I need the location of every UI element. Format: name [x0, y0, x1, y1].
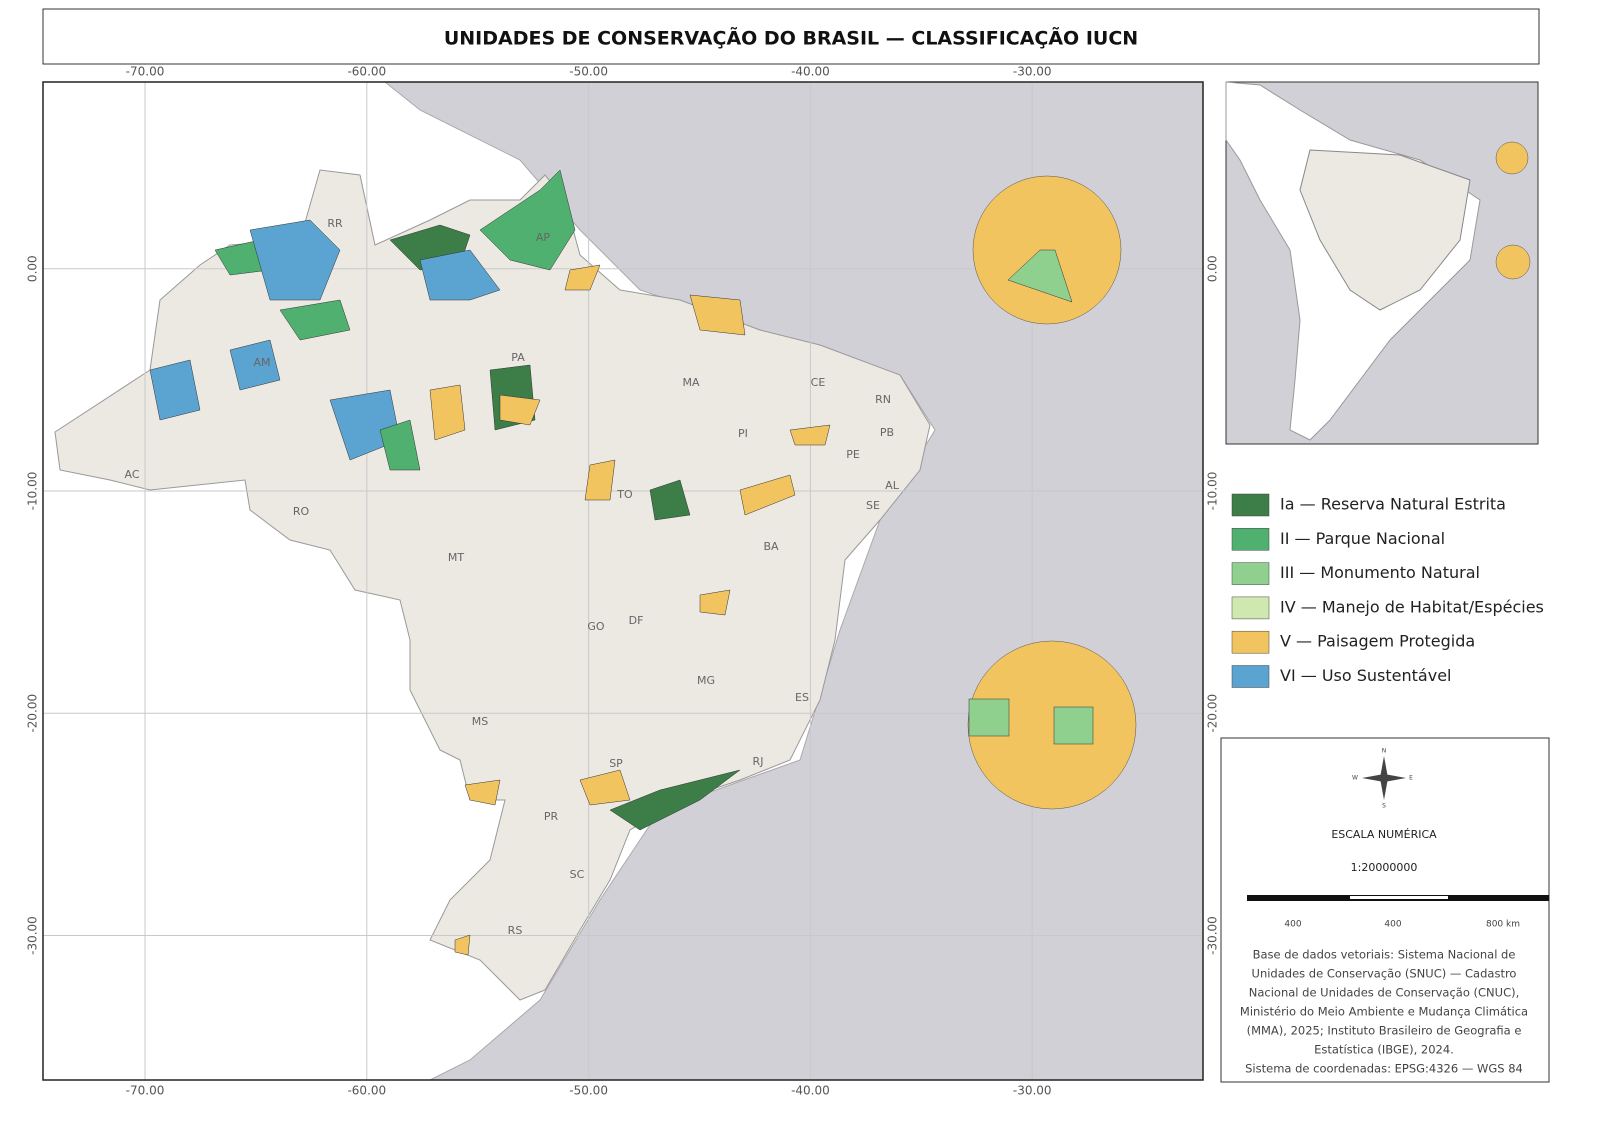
- lat-label: -20.00: [26, 694, 40, 733]
- compass-w: W: [1352, 775, 1358, 782]
- state-label: MS: [472, 715, 488, 728]
- credit-line: (MMA), 2025; Instituto Brasileiro de Geo…: [1247, 1024, 1522, 1038]
- lat-label: -10.00: [26, 472, 40, 511]
- state-label: MT: [448, 551, 464, 564]
- lon-label: -70.00: [126, 65, 165, 79]
- lon-label: -30.00: [1013, 1084, 1052, 1098]
- credit-line: Nacional de Unidades de Conservação (CNU…: [1249, 986, 1520, 1000]
- legend-swatch: [1231, 596, 1270, 620]
- legend-label: V — Paisagem Protegida: [1280, 632, 1475, 651]
- state-label: CE: [811, 376, 826, 389]
- legend: Ia — Reserva Natural Estrita II — Parque …: [1231, 493, 1544, 688]
- state-label: ES: [795, 691, 809, 704]
- credit-line: Base de dados vetoriais: Sistema Naciona…: [1253, 948, 1516, 962]
- scale-label: 800 km: [1486, 920, 1520, 930]
- state-label: BA: [763, 540, 779, 553]
- state-label: PI: [738, 427, 748, 440]
- island-area: [1007, 249, 1073, 303]
- credit-line: Sistema de coordenadas: EPSG:4326 — WGS …: [1245, 1062, 1523, 1076]
- main-map: RR AP AM PA MA CE RN PB PI PE AC AL SE TO RO BA MT GO DF MG…: [42, 81, 1204, 1081]
- scale-label: 400: [1384, 920, 1401, 930]
- inset-island: [1495, 244, 1531, 280]
- state-label: MA: [682, 376, 699, 389]
- state-label: MG: [697, 674, 715, 687]
- compass-n: N: [1382, 748, 1387, 755]
- inset-map: [1225, 81, 1539, 445]
- scale-bar-segment: [1350, 896, 1448, 899]
- legend-swatch: [1231, 528, 1270, 551]
- lat-label: 0.00: [26, 255, 40, 282]
- lon-label: -50.00: [569, 1084, 608, 1098]
- map-frame: [42, 81, 1204, 1081]
- state-label: RO: [293, 505, 310, 518]
- state-label: PE: [846, 448, 860, 461]
- lat-label: -20.00: [1206, 694, 1220, 733]
- legend-label: IV — Manejo de Habitat/Espécies: [1280, 597, 1544, 616]
- lon-label: -60.00: [347, 1084, 386, 1098]
- credit-line: Unidades de Conservação (SNUC) — Cadastr…: [1252, 967, 1517, 981]
- island-area: [1053, 706, 1094, 745]
- state-label: PR: [544, 810, 559, 823]
- legend-swatch: [1231, 562, 1270, 585]
- legend-label: II — Parque Nacional: [1280, 529, 1445, 548]
- lon-label: -50.00: [569, 65, 608, 79]
- compass-e: E: [1409, 775, 1413, 782]
- lat-label: -30.00: [1206, 916, 1220, 955]
- state-label: AP: [536, 231, 551, 244]
- state-label: TO: [616, 488, 633, 501]
- island-area: [968, 698, 1010, 737]
- legend-swatch: [1231, 630, 1270, 654]
- state-label: AC: [124, 468, 139, 481]
- credit-line: Estatística (IBGE), 2024.: [1314, 1043, 1454, 1057]
- state-label: AM: [253, 356, 270, 369]
- inset-island: [1495, 141, 1529, 175]
- scale-ratio: 1:20000000: [1351, 861, 1418, 874]
- state-label: RN: [875, 393, 891, 406]
- state-label: RJ: [753, 755, 764, 768]
- state-label: DF: [629, 614, 644, 627]
- lon-label: -30.00: [1013, 65, 1052, 79]
- lon-label: -60.00: [347, 65, 386, 79]
- state-label: AL: [885, 479, 900, 492]
- protected-areas: [149, 169, 831, 956]
- lat-label: -30.00: [26, 916, 40, 955]
- scale-label: 400: [1284, 920, 1301, 930]
- legend-swatch: [1231, 665, 1270, 688]
- island-inset: [967, 640, 1137, 810]
- credits: Base de dados vetoriais: Sistema Naciona…: [1240, 948, 1528, 1076]
- info-box: N S W E ESCALA NUMÉRICA 1:20000000 400 4…: [1220, 737, 1550, 1083]
- title-box: [42, 8, 1540, 65]
- lat-label: -10.00: [1206, 472, 1220, 511]
- state-label: SE: [866, 499, 880, 512]
- credit-line: Ministério do Meio Ambiente e Mudança Cl…: [1240, 1005, 1528, 1019]
- legend-label: VI — Uso Sustentável: [1280, 666, 1451, 685]
- state-labels: RR AP AM PA MA CE RN PB PI PE AC AL SE TO RO BA MT GO DF MG…: [124, 217, 899, 937]
- state-label: RR: [327, 217, 343, 230]
- legend-label: Ia — Reserva Natural Estrita: [1280, 495, 1506, 514]
- title: UNIDADES DE CONSERVAÇÃO DO BRASIL — CLAS…: [444, 26, 1138, 50]
- legend-label: III — Monumento Natural: [1280, 563, 1480, 582]
- lat-label: 0.00: [1206, 255, 1220, 282]
- state-label: RS: [508, 924, 523, 937]
- state-label: SP: [609, 757, 623, 770]
- scale-title: ESCALA NUMÉRICA: [1331, 828, 1437, 841]
- lon-label: -70.00: [126, 1084, 165, 1098]
- inset-brazil: [1299, 149, 1471, 311]
- state-label: GO: [587, 620, 605, 633]
- state-label: PA: [511, 351, 525, 364]
- compass-rose: [1362, 756, 1406, 800]
- lon-label: -40.00: [791, 1084, 830, 1098]
- legend-swatch: [1231, 493, 1270, 517]
- info-frame: [1220, 737, 1550, 1083]
- state-label: SC: [570, 868, 585, 881]
- lon-label: -40.00: [791, 65, 830, 79]
- state-label: PB: [880, 426, 894, 439]
- compass-s: S: [1382, 803, 1386, 810]
